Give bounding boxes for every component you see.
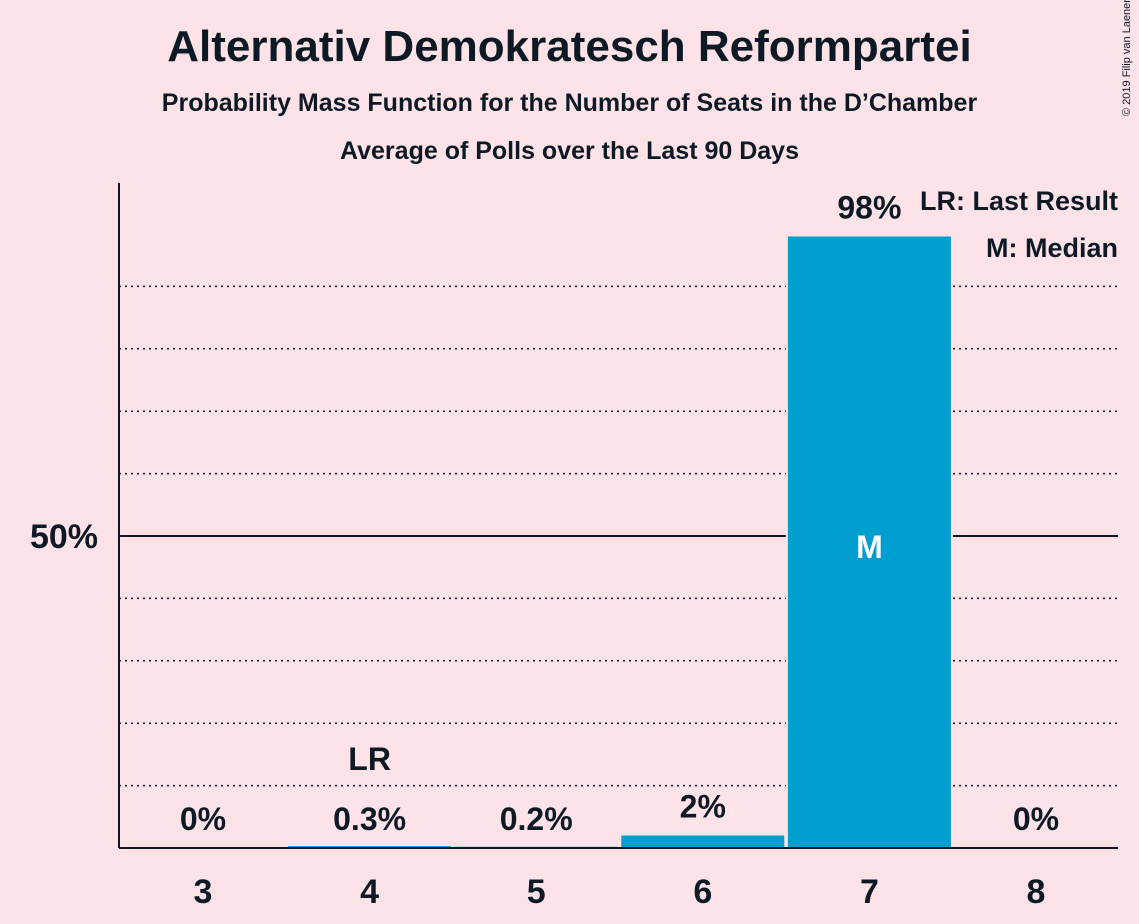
legend-entry: LR: Last Result xyxy=(920,186,1118,216)
data-label: 0% xyxy=(1013,801,1059,837)
chart-title: Alternativ Demokratesch Reformpartei xyxy=(167,22,972,71)
data-label: 2% xyxy=(680,789,726,825)
bar-gap xyxy=(452,844,620,848)
bar-7 xyxy=(787,236,951,849)
x-tick-label: 7 xyxy=(860,873,879,911)
x-tick-label: 5 xyxy=(527,873,546,911)
legend-entry: M: Median xyxy=(986,233,1118,263)
x-tick-label: 6 xyxy=(693,873,712,911)
data-label: 0.3% xyxy=(333,801,406,837)
x-tick-label: 8 xyxy=(1027,873,1046,911)
y-tick-label: 50% xyxy=(30,518,98,556)
median-marker: M xyxy=(856,529,883,565)
last-result-marker: LR xyxy=(348,741,391,777)
x-tick-label: 3 xyxy=(194,873,213,911)
chart-subtitle: Probability Mass Function for the Number… xyxy=(161,89,978,117)
data-label: 98% xyxy=(837,189,901,225)
chart-subtitle-secondary: Average of Polls over the Last 90 Days xyxy=(340,137,799,165)
bar-6 xyxy=(621,835,785,848)
data-label: 0.2% xyxy=(500,801,573,837)
bar-gap xyxy=(286,844,454,848)
x-tick-label: 4 xyxy=(360,873,379,911)
data-label: 0% xyxy=(180,801,226,837)
